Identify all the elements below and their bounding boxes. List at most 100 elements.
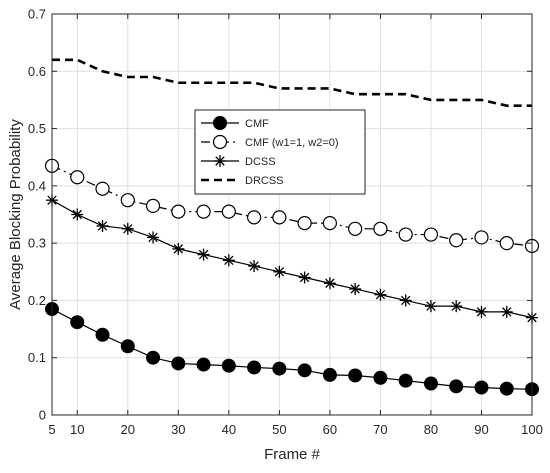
data-point-marker — [297, 363, 312, 378]
x-tick-label: 80 — [424, 422, 438, 437]
data-point-marker — [214, 155, 226, 167]
data-point-marker — [196, 204, 211, 219]
y-axis-label: Average Blocking Probability — [7, 119, 24, 310]
legend-label: CMF (w1=1, w2=0) — [245, 137, 339, 149]
legend-label: DRCSS — [245, 175, 284, 187]
data-point-marker — [96, 219, 109, 232]
data-point-marker — [171, 356, 186, 371]
data-point-marker — [70, 170, 85, 185]
data-point-marker — [450, 300, 463, 313]
x-tick-label: 40 — [222, 422, 236, 437]
data-point-marker — [475, 305, 488, 318]
data-point-marker — [423, 227, 439, 242]
asterisk-stroke — [375, 289, 386, 300]
data-point-marker — [500, 305, 513, 318]
asterisk-stroke — [476, 307, 487, 317]
data-point-marker — [424, 300, 437, 313]
data-point-marker — [171, 204, 186, 219]
data-point-marker — [95, 327, 110, 342]
data-point-marker — [349, 282, 362, 295]
x-tick-label: 30 — [171, 422, 185, 437]
asterisk-stroke — [249, 261, 259, 271]
data-point-marker — [499, 381, 514, 396]
data-point-marker — [374, 288, 387, 301]
y-tick-label: 0.5 — [28, 121, 46, 136]
ticks: 5 10 20 30 40 50 60 70 80 90 100 0 0.1 0.2 0.3 0.4 0.5 0.… — [28, 7, 543, 438]
data-point-marker — [273, 265, 286, 278]
data-point-marker — [348, 368, 363, 383]
data-point-marker — [222, 254, 235, 267]
asterisk-stroke — [215, 156, 225, 166]
data-point-marker — [272, 210, 287, 225]
data-point-marker — [399, 294, 412, 307]
data-point-marker — [70, 315, 85, 330]
x-tick-label: 5 — [48, 422, 55, 437]
data-point-marker — [373, 221, 388, 236]
data-point-marker — [297, 215, 312, 231]
data-point-marker — [499, 236, 514, 251]
legend-item: DRCSS — [201, 175, 284, 187]
asterisk-stroke — [198, 249, 209, 260]
x-axis-label: Frame # — [264, 446, 321, 463]
data-point-marker — [322, 215, 337, 231]
data-point-marker — [221, 204, 236, 219]
x-tick-label: 60 — [323, 422, 337, 437]
data-point-marker — [322, 367, 337, 382]
x-tick-label: 50 — [272, 422, 286, 437]
data-point-marker — [120, 193, 135, 208]
data-point-marker — [196, 357, 211, 372]
asterisk-stroke — [173, 244, 184, 254]
y-tick-label: 0.7 — [28, 7, 46, 22]
legend-label: DCSS — [245, 156, 276, 168]
data-point-marker — [449, 379, 464, 394]
x-tick-label: 70 — [373, 422, 387, 437]
x-tick-label: 10 — [70, 422, 84, 437]
asterisk-stroke — [224, 255, 234, 266]
data-point-marker — [120, 339, 135, 354]
data-point-marker — [474, 230, 489, 245]
data-point-marker — [213, 116, 227, 130]
data-point-marker — [298, 271, 311, 284]
data-point-marker — [348, 221, 363, 236]
asterisk-stroke — [400, 295, 411, 306]
data-point-marker — [95, 181, 110, 196]
data-point-marker — [449, 233, 464, 248]
data-point-marker — [398, 227, 413, 242]
data-point-marker — [197, 248, 210, 261]
series-line — [51, 165, 533, 247]
asterisk-stroke — [350, 284, 360, 294]
y-tick-label: 0.3 — [28, 236, 46, 251]
asterisk-stroke — [123, 224, 133, 234]
data-point-marker — [71, 208, 84, 221]
data-point-marker — [121, 222, 134, 235]
series — [52, 58, 532, 107]
data-point-marker — [248, 260, 261, 273]
data-point-marker — [145, 198, 161, 214]
data-point-marker — [323, 277, 336, 290]
data-point-marker — [373, 370, 388, 385]
asterisk-stroke — [97, 221, 108, 231]
asterisk-stroke — [502, 307, 512, 317]
data-point-marker — [221, 358, 236, 373]
series — [46, 194, 538, 324]
legend: CMF CMF (w1=1, w2=0) DCSS DRCSS — [194, 109, 366, 195]
y-tick-label: 0.2 — [28, 293, 46, 308]
data-point-marker — [398, 373, 413, 388]
asterisk-stroke — [148, 232, 158, 243]
asterisk-stroke — [274, 267, 285, 277]
data-point-marker — [146, 350, 161, 365]
legend-item: CMF (w1=1, w2=0) — [201, 134, 339, 150]
series-line — [52, 58, 532, 107]
data-point-marker — [147, 231, 160, 244]
y-tick-label: 0 — [39, 408, 46, 423]
data-point-marker — [212, 134, 228, 150]
asterisk-stroke — [451, 301, 461, 311]
legend-item: CMF — [201, 116, 269, 130]
asterisk-stroke — [72, 209, 82, 220]
data-point-marker — [172, 242, 185, 255]
data-point-marker — [272, 361, 287, 376]
x-tick-label: 100 — [521, 422, 543, 437]
